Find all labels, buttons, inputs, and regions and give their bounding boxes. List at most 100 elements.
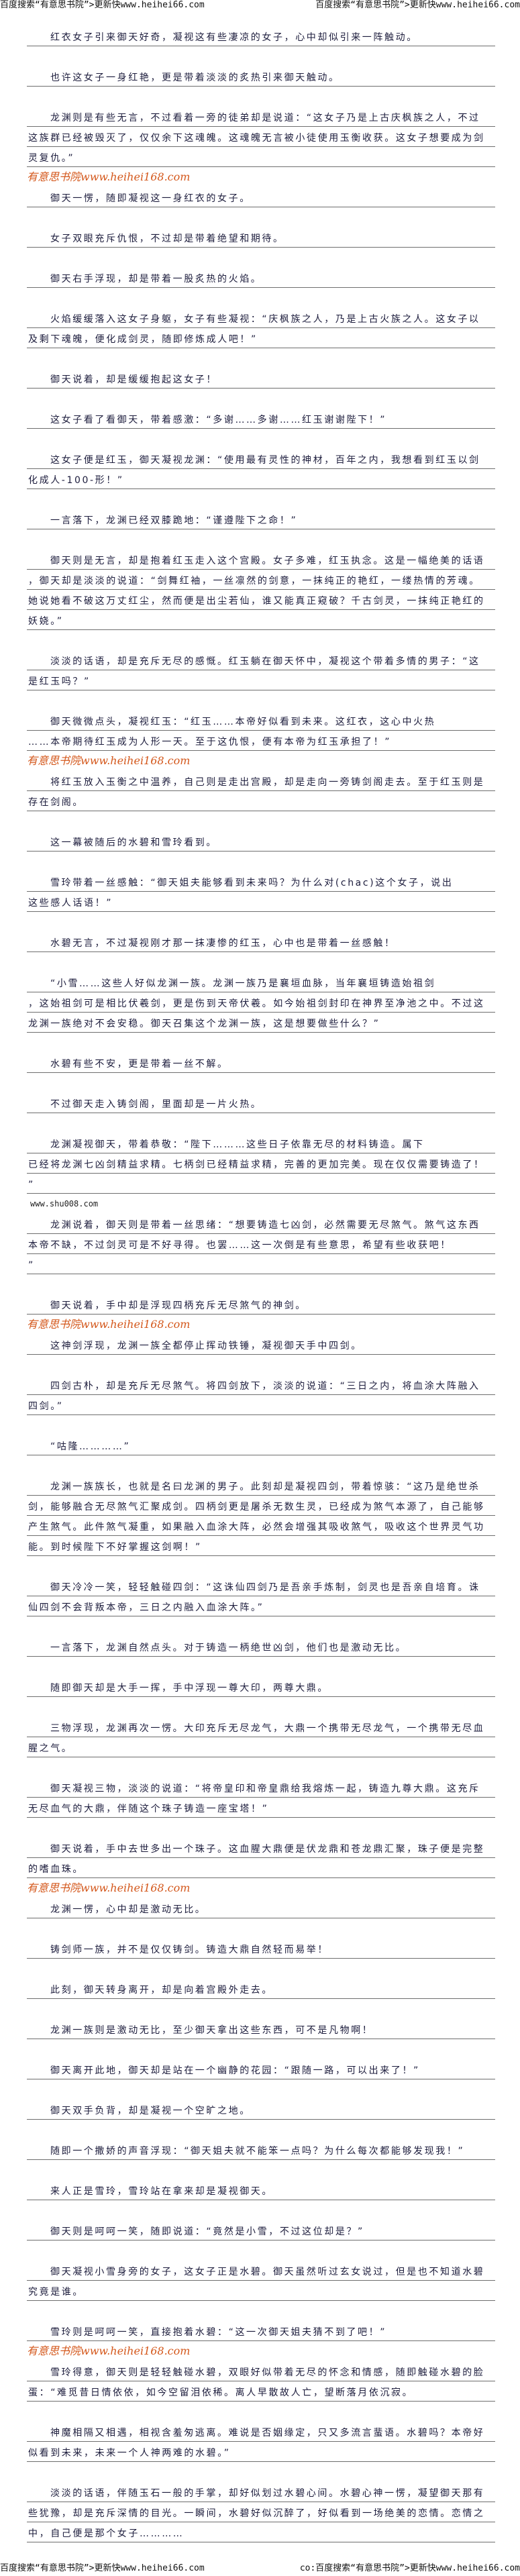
text-line: 御天微微点头，凝视红玉：“红玉……本帝好似看到未来。这红衣，这心中火热	[27, 711, 495, 731]
paragraph: 一言落下，龙渊自然点头。对于铸造一柄绝世凶剑，他们也是激动无比。	[27, 1637, 495, 1677]
text-line: 御天离开此地，御天却是站在一个幽静的花园：“跟随一路，可以出来了！”	[27, 2059, 495, 2079]
text-line: 本帝不缺，不过剑灵可是不好寻得。也罢……这一次倒是有些意思，希望有些收获吧！	[27, 1234, 495, 1254]
paragraph: 御天离开此地，御天却是站在一个幽静的花园：“跟随一路，可以出来了！”	[27, 2059, 495, 2100]
paragraph-gap	[27, 529, 495, 550]
text-line: 四剑。”	[27, 1395, 495, 1415]
text-line: 水碧有些不安，更是带着一丝不解。	[27, 1053, 495, 1073]
paragraph-gap	[27, 952, 495, 972]
paragraph-gap	[27, 2200, 495, 2220]
paragraph-gap	[27, 207, 495, 227]
paragraph: “小雪……这些人好似龙渊一族。龙渊一族乃是襄垣血脉，当年襄垣铸造始祖剑 ，这始祖剑…	[27, 972, 495, 1053]
text-line: 雪玲则是呵呵一笑，直接抱着水碧：“这一次御天姐夫猜不到了吧！”	[27, 2321, 495, 2341]
paragraph-gap	[27, 2039, 495, 2059]
paragraph-gap	[27, 1818, 495, 1838]
paragraph-gap	[27, 87, 495, 107]
paragraph-gap	[27, 1697, 495, 1717]
text-line: 此刻，御天转身离开，却是向着宫殿外走去。	[27, 1979, 495, 1999]
text-line: ”	[27, 1174, 495, 1194]
paragraph-gap	[27, 1616, 495, 1637]
text-line: ，这始祖剑可是相比伏羲剑，更是伤到天帝伏羲。如今始祖剑封印在神界至净池之中。不过…	[27, 992, 495, 1013]
text-line: 的嗜血珠。	[27, 1858, 495, 1878]
paragraph-gap	[27, 1033, 495, 1053]
text-line: 御天则是无言，却是抱着红玉走入这个宫殿。女子多难，红玉执念。这是一幅绝美的话语	[27, 550, 495, 570]
text-line: 及剩下魂魄，便化成剑灵，随即修炼成人吧！”	[27, 328, 495, 348]
paragraph: 御天微微点头，凝视红玉：“红玉……本帝好似看到未来。这红衣，这心中火热 ……本帝期…	[27, 711, 495, 771]
text-line: 这女子看了看御天，带着感激：“多谢……多谢……红玉谢谢陛下！”	[27, 409, 495, 429]
text-line: 这一幕被随后的水碧和雪玲看到。	[27, 831, 495, 852]
text-line: 将红玉放入玉衡之中温养，自己则是走出宫殿，却是走向一旁铸剑阁走去。至于红玉则是	[27, 771, 495, 791]
paragraph: 御天双手负背，却是凝视一个空旷之地。	[27, 2100, 495, 2140]
paragraph: 随即一个撒娇的声音浮现：“御天姐夫就不能笨一点吗？为什么每次都能够发现我！”	[27, 2140, 495, 2180]
text-line: 存在剑阁。	[27, 791, 495, 811]
text-line: 御天说着，手中去世多出一个珠子。这血腥大鼎便是伏龙鼎和苍龙鼎汇聚，珠子便是完整	[27, 1838, 495, 1858]
paragraph-gap	[27, 2240, 495, 2261]
watermark: 有意思书院www.heihei168.com	[27, 2345, 191, 2357]
text-line: 御天则是呵呵一笑，随即说道：“竟然是小雪，不过这位却是？”	[27, 2220, 495, 2240]
paragraph: 御天一愣，随即凝视这一身红衣的女子。	[27, 187, 495, 227]
text-line: 能。到时候陛下不好掌握这剑啊！”	[27, 1536, 495, 1556]
paragraph-gap	[27, 1959, 495, 1979]
text-line: 龙渊说着，御天则是带着一丝思绪：“想要铸造七凶剑，必然需要无尽煞气。煞气这东西	[27, 1214, 495, 1234]
paragraph: 将红玉放入玉衡之中温养，自己则是走出宫殿，却是走向一旁铸剑阁走去。至于红玉则是存…	[27, 771, 495, 831]
paragraph-gap	[27, 1918, 495, 1939]
paragraph-gap	[27, 2079, 495, 2100]
paragraph: 铸剑师一族，并不是仅仅铸剑。铸造大鼎自然轻而易举！	[27, 1939, 495, 1979]
text-line: 四剑古朴，却是充斥无尽煞气。将四剑放下，淡淡的说道：“三日之内，将血涂大阵融入	[27, 1375, 495, 1395]
watermark: 有意思书院www.heihei168.com	[27, 754, 191, 767]
text-line: 来人正是雪玲，雪玲站在拿来却是凝视御天。	[27, 2180, 495, 2200]
paragraph-gap	[27, 1073, 495, 1093]
paragraph-gap	[27, 1757, 495, 1778]
paragraph-gap	[27, 1355, 495, 1375]
paragraph-gap	[27, 852, 495, 872]
paragraph-gap	[27, 690, 495, 711]
paragraph-gap	[27, 1657, 495, 1677]
paragraph-gap	[27, 2301, 495, 2321]
paragraph: 御天则是无言，却是抱着红玉走入这个宫殿。女子多难，红玉执念。这是一幅绝美的话语，…	[27, 550, 495, 650]
paragraph: 雪玲得意，御天则是轻轻触碰水碧，双眼好似带着无尽的怀念和情感，随即触碰水碧的脸蛋…	[27, 2361, 495, 2422]
text-line: 这些感人话语！”	[27, 892, 495, 912]
paragraph-gap: 有意思书院www.heihei168.com	[27, 1315, 495, 1335]
paragraph: 这女子看了看御天，带着感激：“多谢……多谢……红玉谢谢陛下！”	[27, 409, 495, 449]
paragraph: 三物浮现，龙渊再次一愣。大印充斥无尽龙气，大鼎一个携带无尽龙气，一个携带无尽血腥…	[27, 1717, 495, 1778]
paragraph: 随即御天却是大手一挥，手中浮现一尊大印，两尊大鼎。	[27, 1677, 495, 1717]
paragraph: 雪玲带着一丝感触：“御天姐夫能够看到未来吗？为什么对(chac)这个女子，说出这…	[27, 872, 495, 932]
text-line: 龙渊一愣，心中却是激动无比。	[27, 1898, 495, 1918]
text-line: 也许这女子一身红艳，更是带着淡淡的炙热引来御天触动。	[27, 66, 495, 87]
text-line: 产生煞气。此件煞气凝重，如果融入血涂大阵，必然会增强其吸收煞气，吸收这个世界灵气…	[27, 1516, 495, 1536]
text-line: 妖娆。”	[27, 610, 495, 630]
site-link-text: www.shu008.com	[30, 1199, 99, 1208]
paragraph: 龙渊一愣，心中却是激动无比。	[27, 1898, 495, 1939]
text-line: 龙渊一族族长，也就是名曰龙渊的男子。此刻却是凝视四剑，带着惊骇：“这乃是绝世杀	[27, 1476, 495, 1496]
text-line: 雪玲带着一丝感触：“御天姐夫能够看到未来吗？为什么对(chac)这个女子，说出	[27, 872, 495, 892]
paragraph-gap	[27, 389, 495, 409]
text-line: 御天凝视三物，淡淡的说道：“将帝皇印和帝皇鼎给我熔炼一起，铸造九尊大鼎。这充斥	[27, 1778, 495, 1798]
paragraph: 此刻，御天转身离开，却是向着宫殿外走去。	[27, 1979, 495, 2019]
paragraph-gap: 有意思书院www.heihei168.com	[27, 167, 495, 187]
paragraph: 火焰缓缓落入这女子身躯，女子有些凝视：“庆枫族之人，乃是上古火族之人。这女子以及…	[27, 308, 495, 368]
paragraph-gap	[27, 1415, 495, 1435]
text-line: 她说她看不破这万丈红尘，然而便是出尘若仙，谁又能真正窥破？千古剑灵，一抹纯正艳红…	[27, 590, 495, 610]
watermark: 有意思书院www.heihei168.com	[27, 170, 191, 183]
chapter-text: 红衣女子引来御天好奇，凝视这有些凄凉的女子，心中却似引来一阵触动。 也许这女子一身…	[27, 26, 495, 2542]
paragraph-gap: 有意思书院www.heihei168.com	[27, 2341, 495, 2361]
paragraph: 御天说着，手中去世多出一个珠子。这血腥大鼎便是伏龙鼎和苍龙鼎汇聚，珠子便是完整的…	[27, 1838, 495, 1898]
text-line: 已经将龙渊七凶剑精益求精。七柄剑已经精益求精，完善的更加完美。现在仅仅需要铸造了…	[27, 1153, 495, 1174]
paragraph: 御天凝视小雪身旁的女子，这女子正是水碧。御天虽然听过玄女说过，但是也不知道水碧究…	[27, 2261, 495, 2321]
text-line: 神魔相隔又相遇，相视含羞匆逃离。难说是否姻缘定，只又多流言蜚语。水碧吗？本帝好	[27, 2422, 495, 2442]
paragraph-gap	[27, 348, 495, 368]
paragraph: 龙渊一族族长，也就是名曰龙渊的男子。此刻却是凝视四剑，带着惊骇：“这乃是绝世杀剑…	[27, 1476, 495, 1576]
paragraph: 淡淡的话语，却是充斥无尽的感慨。红玉躺在御天怀中，凝视这个带着多情的男子：“这是…	[27, 650, 495, 711]
paragraph: 四剑古朴，却是充斥无尽煞气。将四剑放下，淡淡的说道：“三日之内，将血涂大阵融入四…	[27, 1375, 495, 1435]
paragraph-gap	[27, 1455, 495, 1476]
text-line: 中，自己便是那个女子…………	[27, 2522, 495, 2542]
text-line: 是红玉吗？”	[27, 670, 495, 690]
text-line: 灵复仇。”	[27, 147, 495, 167]
paragraph-gap	[27, 630, 495, 650]
text-line: 淡淡的话语，却是充斥无尽的感慨。红玉躺在御天怀中，凝视这个带着多情的男子：“这	[27, 650, 495, 670]
text-line: ”	[27, 1254, 495, 1274]
text-line: 水碧无言，不过凝视刚才那一抹凄惨的红玉，心中也是带着一丝感触！	[27, 932, 495, 952]
paragraph: 龙渊说着，御天则是带着一丝思绪：“想要铸造七凶剑，必然需要无尽煞气。煞气这东西本…	[27, 1214, 495, 1294]
text-line: 红衣女子引来御天好奇，凝视这有些凄凉的女子，心中却似引来一阵触动。	[27, 26, 495, 46]
text-line: 腥之气。	[27, 1737, 495, 1757]
paragraph: 水碧有些不安，更是带着一丝不解。	[27, 1053, 495, 1093]
